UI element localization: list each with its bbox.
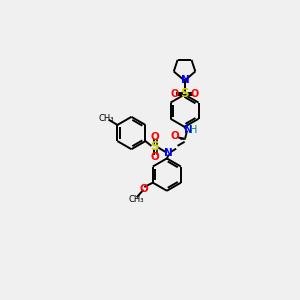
Text: CH₃: CH₃	[99, 113, 114, 122]
Text: O: O	[150, 132, 159, 142]
Text: N: N	[184, 125, 193, 135]
Text: N: N	[164, 148, 173, 158]
Text: O: O	[171, 131, 180, 141]
Text: N: N	[181, 75, 189, 85]
Text: S: S	[180, 87, 189, 100]
Text: O: O	[190, 89, 199, 99]
Text: S: S	[150, 140, 159, 153]
Text: H: H	[190, 125, 197, 135]
Text: O: O	[170, 89, 179, 99]
Text: O: O	[150, 152, 159, 162]
Text: O: O	[140, 184, 149, 194]
Text: CH₃: CH₃	[128, 195, 144, 204]
